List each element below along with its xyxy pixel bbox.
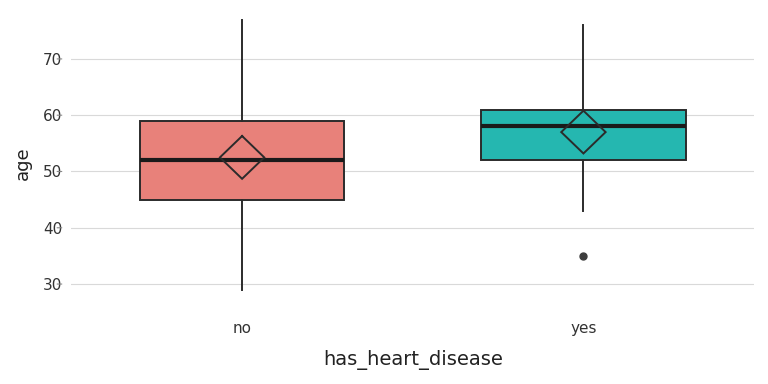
- Y-axis label: age: age: [14, 146, 32, 180]
- X-axis label: has_heart_disease: has_heart_disease: [323, 350, 503, 370]
- PathPatch shape: [481, 109, 686, 160]
- PathPatch shape: [140, 121, 345, 200]
